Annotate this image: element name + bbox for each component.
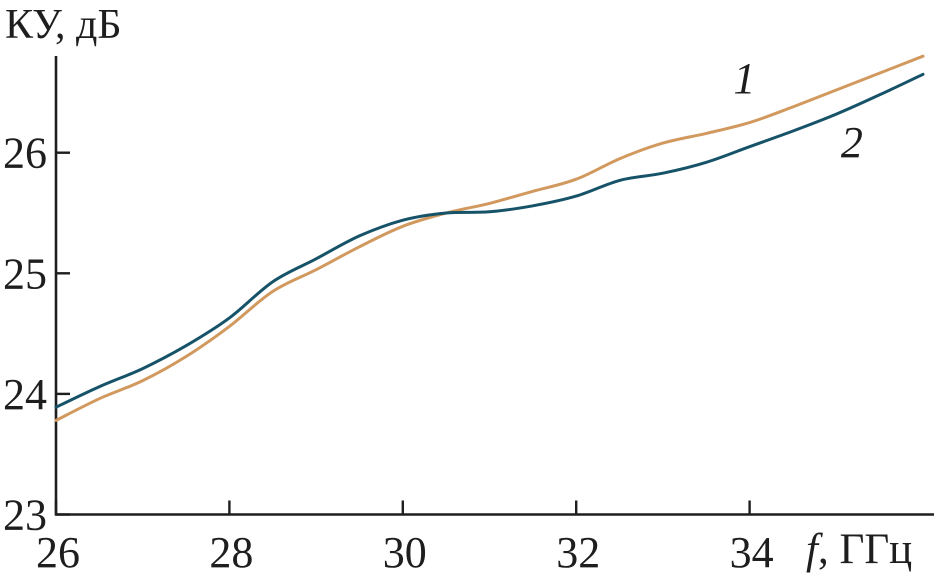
series-line-2 [54, 72, 925, 409]
y-tick-label: 25 [3, 249, 47, 298]
series-label-1: 1 [733, 54, 755, 103]
x-axis-title-symbol: f [806, 526, 818, 573]
y-tick-label: 23 [3, 491, 47, 540]
axis-lines [54, 56, 934, 516]
x-tick-label: 28 [209, 528, 253, 577]
series-line-1 [54, 54, 925, 422]
x-tick-label: 30 [383, 528, 427, 577]
y-tick-label: 24 [3, 370, 47, 419]
x-tick-label: 26 [36, 528, 80, 577]
x-axis-title: f, ГГц [806, 528, 912, 571]
x-tick-label: 34 [730, 528, 774, 577]
y-tick-label: 26 [3, 129, 47, 178]
y-axis-title: КУ, дБ [5, 2, 122, 48]
series-label-2: 2 [841, 118, 863, 167]
x-tick-label: 32 [556, 528, 600, 577]
x-axis-title-unit: , ГГц [817, 526, 913, 573]
